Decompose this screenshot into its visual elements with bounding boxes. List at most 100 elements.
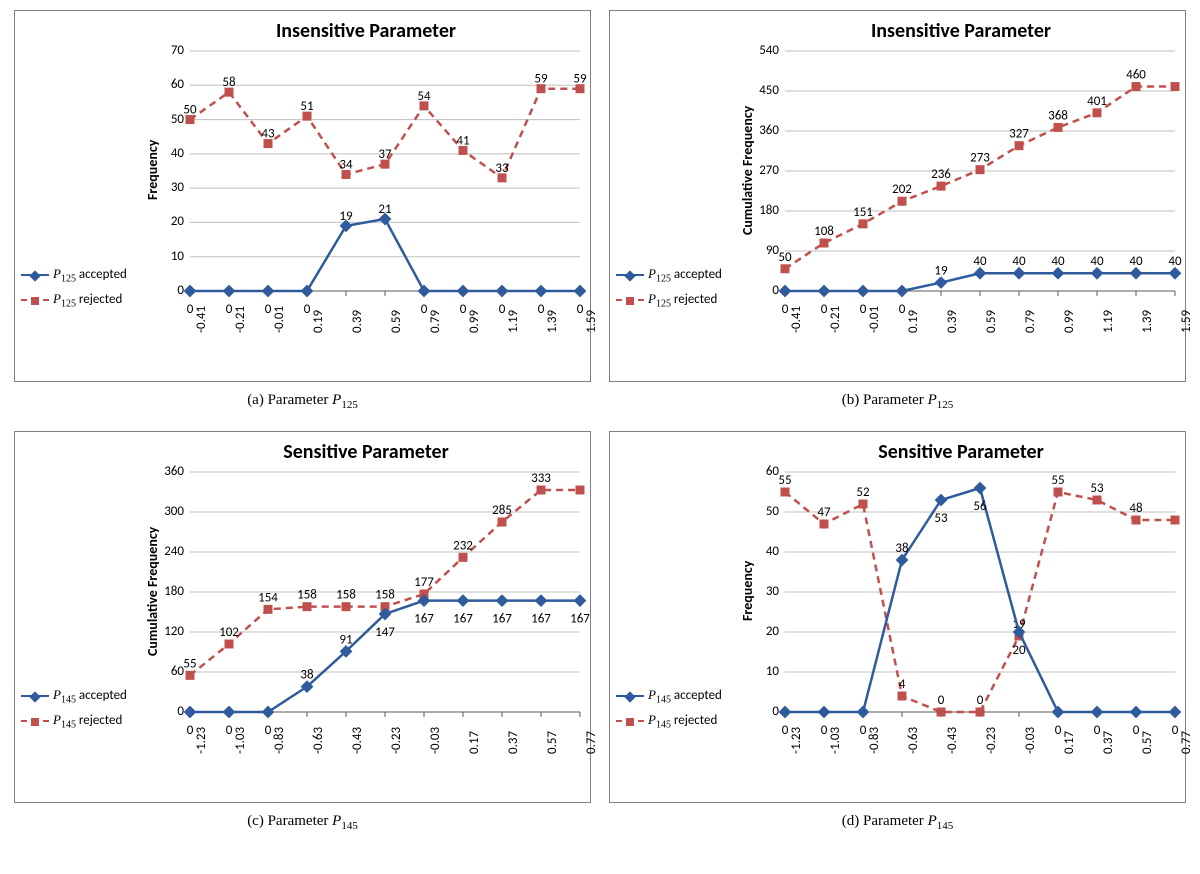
svg-text:368: 368 [1048,108,1068,123]
svg-text:401: 401 [1087,94,1107,109]
legend-rejected: P145 rejected [616,712,722,731]
caption: (c) Parameter P145 [247,813,358,832]
svg-text:53: 53 [1090,481,1104,496]
svg-text:0: 0 [577,302,584,317]
svg-text:40: 40 [1129,254,1143,269]
svg-text:21: 21 [378,202,391,217]
svg-text:0: 0 [821,723,828,738]
svg-text:158: 158 [336,588,356,603]
panel-b: Insensitive Parameter Cumulative Frequen… [605,10,1190,411]
svg-text:53: 53 [934,511,948,526]
svg-text:167: 167 [570,612,590,627]
svg-text:52: 52 [856,485,870,500]
svg-text:0: 0 [421,302,428,317]
svg-text:167: 167 [492,612,512,627]
svg-text:0: 0 [265,723,272,738]
svg-text:0: 0 [226,723,233,738]
chart-grid: Insensitive Parameter Frequency 50584351… [10,10,1190,832]
panel-c: Sensitive Parameter Cumulative Frequency… [10,431,595,832]
svg-text:333: 333 [531,471,551,486]
legend-accepted: P125 accepted [616,266,722,285]
svg-text:0: 0 [1094,723,1101,738]
svg-text:158: 158 [297,588,317,603]
svg-text:48: 48 [1129,501,1143,516]
svg-text:167: 167 [414,612,434,627]
svg-text:0: 0 [1172,723,1179,738]
svg-text:40: 40 [1168,254,1182,269]
svg-text:202: 202 [892,182,912,197]
legend: P125 accepted P125 rejected [616,266,722,315]
svg-text:40: 40 [1090,254,1104,269]
svg-text:158: 158 [375,588,395,603]
svg-text:167: 167 [531,612,551,627]
svg-text:55: 55 [183,656,196,671]
svg-text:40: 40 [973,254,987,269]
svg-text:102: 102 [219,625,239,640]
svg-text:34: 34 [339,157,353,172]
svg-text:47: 47 [817,505,831,520]
svg-text:460: 460 [1126,68,1146,83]
legend-accepted: P145 accepted [21,687,127,706]
svg-text:167: 167 [453,612,473,627]
svg-text:232: 232 [453,538,473,553]
svg-text:54: 54 [417,89,431,104]
svg-text:0: 0 [304,302,311,317]
caption: (b) Parameter P125 [842,392,953,411]
legend: P125 accepted P125 rejected [21,266,127,315]
svg-text:55: 55 [1051,473,1064,488]
legend: P145 accepted P145 rejected [21,687,127,736]
svg-text:0: 0 [782,723,789,738]
svg-text:0: 0 [538,302,545,317]
legend-rejected: P125 rejected [21,291,127,310]
legend-accepted: P125 accepted [21,266,127,285]
legend: P145 accepted P145 rejected [616,687,722,736]
svg-text:0: 0 [1055,723,1062,738]
svg-text:38: 38 [300,668,314,683]
svg-text:19: 19 [339,209,353,224]
svg-text:41: 41 [456,133,469,148]
svg-text:56: 56 [973,499,987,514]
svg-text:327: 327 [1009,127,1029,142]
svg-text:0: 0 [499,302,506,317]
panel-border: Sensitive Parameter Frequency 5547524001… [609,431,1186,803]
svg-text:59: 59 [534,72,548,87]
svg-text:0: 0 [265,302,272,317]
legend-rejected: P125 rejected [616,291,722,310]
svg-text:236: 236 [931,167,951,182]
svg-text:20: 20 [1012,643,1026,658]
svg-text:0: 0 [460,302,467,317]
panel-border: Sensitive Parameter Cumulative Frequency… [14,431,591,803]
svg-text:0: 0 [1133,723,1140,738]
svg-text:43: 43 [261,127,275,142]
svg-text:0: 0 [860,723,867,738]
svg-text:285: 285 [492,503,512,518]
svg-text:273: 273 [970,151,990,166]
svg-text:0: 0 [187,302,194,317]
svg-text:37: 37 [378,147,392,162]
svg-text:4: 4 [899,677,906,692]
svg-text:40: 40 [1012,254,1026,269]
svg-text:58: 58 [222,75,236,90]
svg-text:55: 55 [778,473,791,488]
svg-text:91: 91 [339,632,352,647]
svg-text:0: 0 [860,302,867,317]
svg-text:0: 0 [938,693,945,708]
legend-rejected: P145 rejected [21,712,127,731]
panel-border: Insensitive Parameter Frequency 50584351… [14,10,591,382]
svg-text:40: 40 [1051,254,1065,269]
svg-text:38: 38 [895,541,909,556]
svg-text:0: 0 [977,693,984,708]
panel-a: Insensitive Parameter Frequency 50584351… [10,10,595,411]
svg-text:0: 0 [782,302,789,317]
svg-text:0: 0 [821,302,828,317]
caption: (a) Parameter P125 [247,392,358,411]
svg-text:108: 108 [814,224,834,239]
svg-text:51: 51 [300,99,313,114]
svg-text:0: 0 [187,723,194,738]
svg-text:33: 33 [495,161,509,176]
panel-border: Insensitive Parameter Cumulative Frequen… [609,10,1186,382]
legend-accepted: P145 accepted [616,687,722,706]
svg-text:0: 0 [899,302,906,317]
svg-text:59: 59 [573,72,587,87]
svg-text:154: 154 [258,590,278,605]
